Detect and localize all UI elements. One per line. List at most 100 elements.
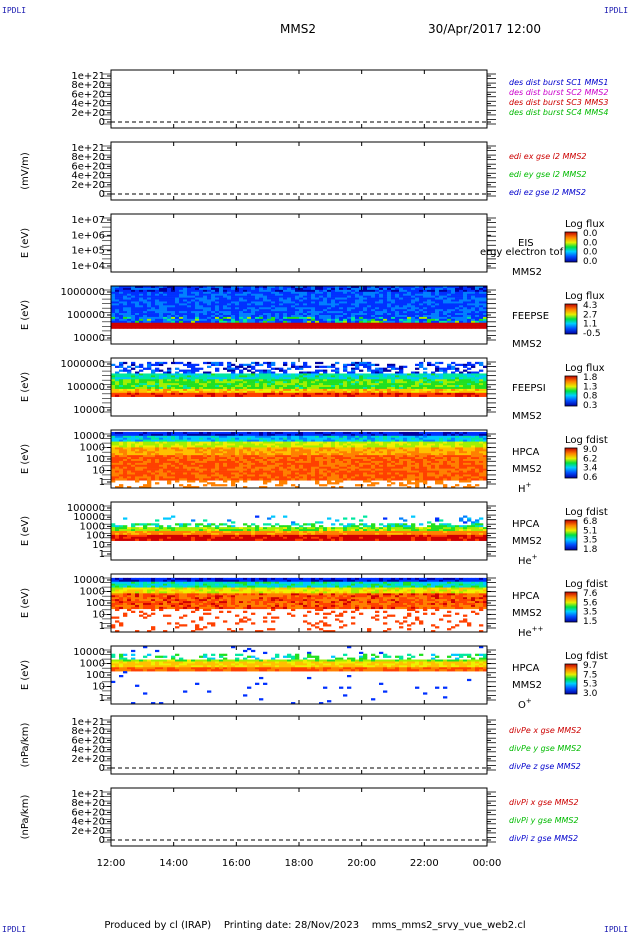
spacecraft-title: MMS2: [280, 22, 316, 36]
colorbar-title-feeps-e: Log flux: [565, 291, 605, 302]
spacecraft-label-hpca-o: MMS2: [512, 680, 542, 691]
colorbar-tick-hpca-he-2: 3.5: [583, 536, 597, 546]
heatmap-cells-feeps-i: [111, 361, 488, 397]
spacecraft-label-hpca-h: MMS2: [512, 464, 542, 475]
legend-entry-divpe-0: divPe x gse MMS2: [509, 726, 581, 735]
ytick-label-hpca-h-0: 10000: [73, 431, 105, 442]
colorbar-feeps-i: [564, 375, 578, 407]
instrument-label-feeps-i: FEEPSI: [512, 383, 546, 394]
panel-frame-edi-e: [110, 141, 488, 201]
colorbar-feeps-e: [564, 303, 578, 335]
legend-entry-divpe-2: divPe z gse MMS2: [509, 762, 581, 771]
ytick-label-hpca-he-4: 10: [92, 540, 105, 551]
ytick-label-hpca-h-1: 1000: [80, 443, 105, 454]
legend-entry-divpe-1: divPe y gse MMS2: [509, 744, 581, 753]
ytick-label-hpca-hepp-3: 10: [92, 610, 105, 621]
corner-label-bottom-right: IPDLI: [604, 925, 629, 934]
colorbar-tick-hpca-h-0: 9.0: [583, 445, 598, 455]
footer-produced-by: Produced by cl (IRAP): [104, 920, 212, 931]
colorbar-title-feeps-i: Log flux: [565, 363, 605, 374]
ylabel-divpi: (nPa/km): [20, 795, 31, 840]
colorbar-tick-feeps-e-0: 4.3: [583, 301, 597, 311]
instrument-label-hpca-h: HPCA: [512, 447, 540, 458]
legend-entry-edi-e-2: edi ez gse l2 MMS2: [509, 188, 586, 197]
ytick-label-hpca-h-3: 10: [92, 466, 105, 477]
colorbar-tick-hpca-h-2: 3.4: [583, 464, 598, 474]
ytick-label-hpca-hepp-1: 1000: [80, 587, 105, 598]
legend-entry-divpi-2: divPi z gse MMS2: [509, 834, 578, 843]
ytick-label-divpe-4: 2e+20: [71, 754, 105, 765]
colorbar-hpca-he: [564, 519, 578, 551]
ytick-label-des-dist-4: 2e+20: [71, 108, 105, 119]
panel-frame-divpi: [110, 787, 488, 847]
ytick-label-edi-e-2: 6e+20: [71, 161, 105, 172]
legend-entry-des-dist-1: des dist burst SC2 MMS2: [509, 88, 608, 97]
ytick-label-hpca-o-3: 10: [92, 682, 105, 693]
legend-entry-edi-e-0: edi ex gse l2 MMS2: [509, 152, 587, 161]
colorbar-tick-eis-3: 0.0: [583, 257, 598, 267]
colorbar-tick-feeps-i-1: 1.3: [583, 382, 597, 392]
legend-entry-des-dist-2: des dist burst SC3 MMS3: [509, 98, 608, 107]
ylabel-feeps-i: E (eV): [20, 372, 31, 402]
colorbar-tick-hpca-hepp-0: 7.6: [583, 589, 598, 599]
colorbar-tick-hpca-o-2: 5.3: [583, 680, 597, 690]
legend-entry-des-dist-3: des dist burst SC4 MMS4: [509, 108, 608, 117]
footer: Produced by cl (IRAP) Printing date: 28/…: [0, 920, 630, 931]
colorbar-tick-hpca-o-0: 9.7: [583, 661, 597, 671]
ytick-label-divpi-1: 8e+20: [71, 798, 105, 809]
ytick-label-hpca-he-3: 100: [86, 531, 105, 542]
xtick-label-6: 00:00: [473, 858, 502, 869]
panel-frame-eis: [110, 213, 488, 273]
footer-script-name: mms_mms2_srvy_vue_web2.cl: [371, 920, 526, 931]
ytick-label-des-dist-3: 4e+20: [71, 99, 105, 110]
species-label-hpca-he: He+: [518, 553, 538, 567]
ytick-label-eis-2: 1e+05: [71, 246, 105, 257]
panel-eis: 1e+07 1e+06 1e+05 1e+04 E (eV) EIS MMS2 ergy el…: [20, 213, 605, 278]
colorbar-tick-hpca-he-0: 6.8: [583, 517, 598, 527]
colorbar-tick-hpca-h-1: 6.2: [583, 454, 597, 464]
ylabel-hpca-he: E (eV): [20, 516, 31, 546]
species-label-hpca-o: O+: [518, 697, 532, 711]
panel-frame-divpe: [110, 715, 488, 775]
panel-frame-des-dist: [110, 69, 488, 129]
ytick-label-feeps-i-2: 10000: [73, 405, 105, 416]
colorbar-tick-eis-0: 0.0: [583, 229, 598, 239]
heatmap-cells-hpca-hepp: [111, 577, 488, 633]
ylabel-divpe: (nPa/km): [20, 723, 31, 768]
colorbar-tick-hpca-hepp-3: 1.5: [583, 617, 597, 627]
ytick-label-divpi-4: 2e+20: [71, 826, 105, 837]
corner-label-bottom-left: IPDLI: [2, 925, 27, 934]
ylabel-eis: E (eV): [20, 228, 31, 258]
legend-entry-divpi-1: divPi y gse MMS2: [509, 816, 579, 825]
ytick-label-edi-e-5: 0: [99, 189, 105, 200]
xtick-label-3: 18:00: [285, 858, 314, 869]
ytick-label-divpi-3: 4e+20: [71, 817, 105, 828]
colorbar-tick-hpca-hepp-2: 3.5: [583, 608, 597, 618]
ytick-label-hpca-hepp-0: 10000: [73, 575, 105, 586]
ytick-label-divpe-3: 4e+20: [71, 745, 105, 756]
colorbar-hpca-o: [564, 663, 578, 695]
instrument-label-hpca-hepp: HPCA: [512, 591, 540, 602]
ytick-label-des-dist-1: 8e+20: [71, 80, 105, 91]
ytick-label-feeps-e-0: 1000000: [60, 287, 105, 298]
instrument-label-hpca-he: HPCA: [512, 519, 540, 530]
panel-feeps-e: 1000000 100000 10000 E (eV) FEEPSE MMS2 Log fl…: [20, 285, 605, 350]
overlay-text-eis: ergy electron tof: [480, 247, 564, 258]
colorbar-tick-hpca-o-1: 7.5: [583, 670, 597, 680]
colorbar-tick-hpca-he-1: 5.1: [583, 526, 597, 536]
ylabel-feeps-e: E (eV): [20, 300, 31, 330]
instrument-label-eis: EIS: [518, 238, 534, 249]
ytick-label-eis-1: 1e+06: [71, 230, 105, 241]
footer-printing-date: Printing date: 28/Nov/2023: [223, 920, 360, 931]
instrument-label-hpca-o: HPCA: [512, 663, 540, 674]
colorbar-title-hpca-h: Log fdist: [565, 435, 608, 446]
ytick-label-hpca-o-4: 1: [99, 693, 105, 704]
ytick-label-divpe-5: 0: [99, 763, 105, 774]
ytick-label-divpe-2: 6e+20: [71, 735, 105, 746]
